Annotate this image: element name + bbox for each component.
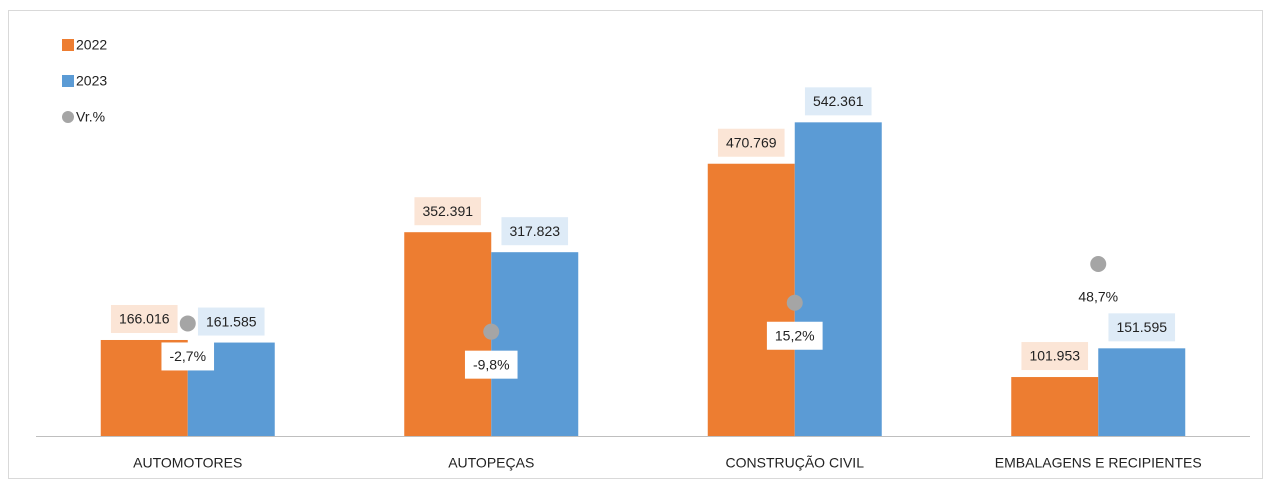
data-label-bg <box>766 321 823 350</box>
point <box>483 323 500 340</box>
x-tick-label: EMBALAGENS E RECIPIENTES <box>995 455 1202 471</box>
x-tick-label: AUTOPEÇAS <box>448 455 534 471</box>
legend-label: 2023 <box>76 73 107 89</box>
bar <box>1011 377 1099 436</box>
x-tick-label: CONSTRUÇÃO CIVIL <box>726 455 865 471</box>
bar <box>491 252 579 436</box>
data-label-bg <box>717 128 785 157</box>
data-label-bg <box>1108 313 1176 342</box>
data-label: 151.595 <box>1116 319 1167 335</box>
point <box>786 294 803 311</box>
data-label: -2,7% <box>169 348 206 364</box>
data-label: 48,7% <box>1078 289 1118 305</box>
legend-swatch <box>62 39 74 51</box>
data-label-bg <box>1021 342 1089 371</box>
chart-border <box>8 10 1263 479</box>
data-label: 101.953 <box>1029 348 1080 364</box>
data-label: 542.361 <box>813 93 864 109</box>
bar <box>404 232 492 436</box>
data-label-bg <box>464 350 518 379</box>
data-label: -9,8% <box>473 356 510 372</box>
legend-marker <box>62 111 74 123</box>
point <box>1090 256 1107 273</box>
legend-swatch <box>62 75 74 87</box>
bar <box>1098 348 1186 436</box>
data-label-bg <box>197 307 265 336</box>
data-label-bg <box>414 197 482 226</box>
data-label: 470.769 <box>726 134 777 150</box>
legend-label: 2022 <box>76 37 107 53</box>
data-label-bg <box>1070 283 1127 312</box>
legend-label: Vr.% <box>76 109 105 125</box>
data-label: 161.585 <box>206 313 257 329</box>
x-tick-label: AUTOMOTORES <box>133 455 242 471</box>
data-label: 15,2% <box>775 327 815 343</box>
point <box>179 315 196 332</box>
bar <box>707 163 795 437</box>
data-label-bg <box>110 304 178 333</box>
data-label-bg <box>501 217 569 246</box>
data-label: 317.823 <box>509 223 560 239</box>
data-label-bg <box>804 87 872 116</box>
data-label-bg <box>161 342 215 371</box>
data-label: 352.391 <box>422 203 473 219</box>
bar <box>794 122 882 436</box>
data-label: 166.016 <box>119 311 170 327</box>
